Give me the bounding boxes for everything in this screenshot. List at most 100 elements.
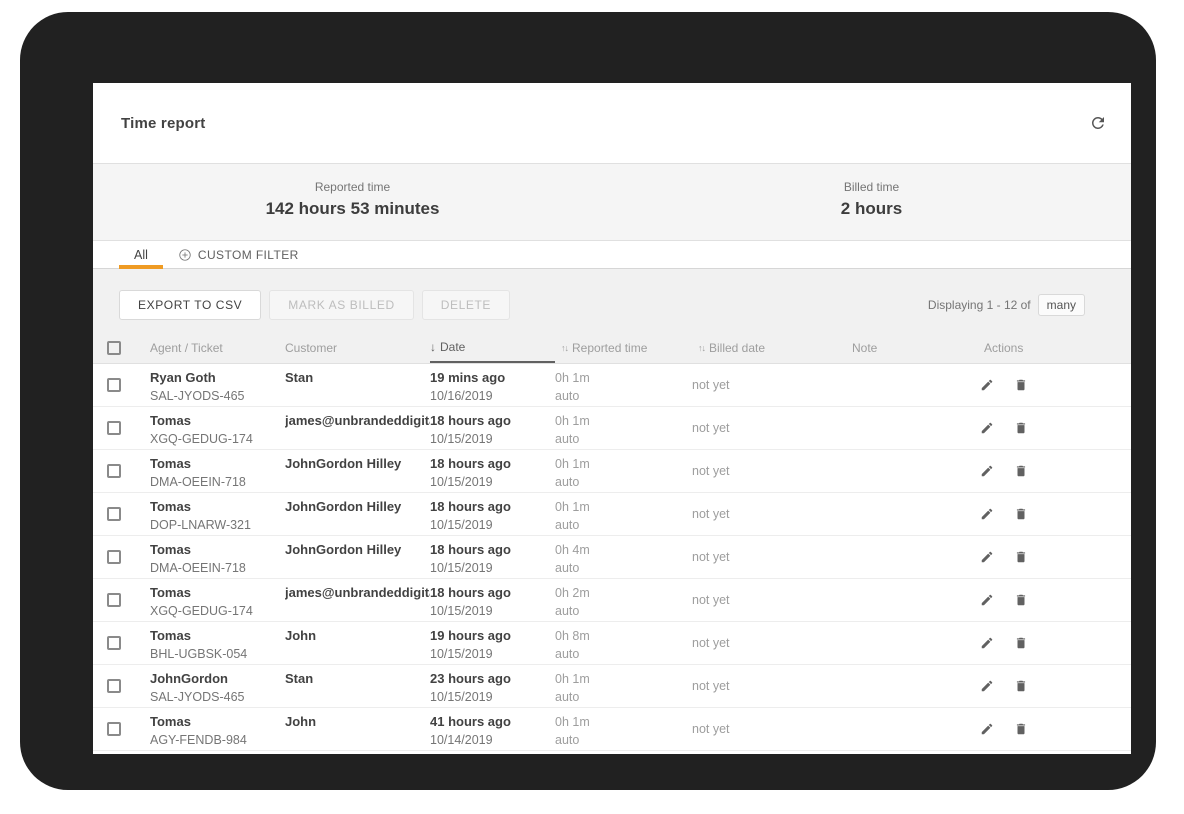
delete-row-button[interactable] xyxy=(1012,419,1030,437)
ticket-code[interactable]: DMA-OEEIN-718 xyxy=(150,475,246,489)
agent-ticket-cell: Tomas XGQ-GEDUG-174 xyxy=(150,579,285,621)
agent-name: Tomas xyxy=(150,714,191,729)
tab-all[interactable]: All xyxy=(119,241,163,269)
reported-mode: auto xyxy=(555,561,580,575)
ticket-code[interactable]: SAL-JYODS-465 xyxy=(150,389,245,403)
delete-row-button[interactable] xyxy=(1012,634,1030,652)
row-checkbox[interactable] xyxy=(107,679,121,693)
billed-date-cell: not yet xyxy=(692,579,846,621)
trash-icon xyxy=(1014,636,1028,650)
tab-custom-filter-label: CUSTOM FILTER xyxy=(197,247,299,262)
trash-icon xyxy=(1014,378,1028,392)
summary-band: Reported time 142 hours 53 minutes Bille… xyxy=(93,164,1131,241)
reported-mode: auto xyxy=(555,432,580,446)
ticket-code[interactable]: DMA-OEEIN-718 xyxy=(150,561,246,575)
mark-as-billed-button[interactable]: MARK AS BILLED xyxy=(269,290,414,320)
delete-row-button[interactable] xyxy=(1012,505,1030,523)
ticket-code[interactable]: XGQ-GEDUG-174 xyxy=(150,432,253,446)
time-report-window: Time report Reported time 142 hours 53 m… xyxy=(93,83,1131,754)
delete-button[interactable]: DELETE xyxy=(421,290,511,320)
row-checkbox[interactable] xyxy=(107,722,121,736)
reported-duration: 0h 4m xyxy=(555,543,590,557)
edit-button[interactable] xyxy=(978,591,996,609)
reported-time-cell: 0h 1m auto xyxy=(555,450,692,492)
date-cell: 18 hours ago 10/15/2019 xyxy=(430,579,555,621)
edit-button[interactable] xyxy=(978,505,996,523)
column-header-reported-time[interactable]: ↑↓ Reported time xyxy=(561,332,698,363)
column-header-note: Note xyxy=(852,332,984,363)
edit-button[interactable] xyxy=(978,677,996,695)
trash-icon xyxy=(1014,550,1028,564)
agent-name: Tomas xyxy=(150,628,191,643)
agent-name: Tomas xyxy=(150,456,191,471)
agent-ticket-cell: JohnGordon SAL-JYODS-465 xyxy=(150,665,285,707)
agent-ticket-cell: Tomas XGQ-GEDUG-174 xyxy=(150,407,285,449)
ticket-code[interactable]: SAL-JYODS-465 xyxy=(150,690,245,704)
reported-mode: auto xyxy=(555,389,580,403)
export-to-csv-button[interactable]: EXPORT TO CSV xyxy=(119,290,262,320)
ticket-code[interactable]: DOP-LNARW-321 xyxy=(150,518,251,532)
reported-mode: auto xyxy=(555,475,580,489)
agent-ticket-header-label: Agent / Ticket xyxy=(150,340,223,355)
pencil-icon xyxy=(980,679,994,693)
edit-button[interactable] xyxy=(978,462,996,480)
edit-button[interactable] xyxy=(978,720,996,738)
actions-cell xyxy=(978,708,1131,750)
agent-ticket-cell: Tomas DMA-OEEIN-718 xyxy=(150,536,285,578)
delete-row-button[interactable] xyxy=(1012,720,1030,738)
refresh-button[interactable] xyxy=(1086,111,1110,135)
date-absolute: 10/15/2019 xyxy=(430,690,493,704)
sort-desc-icon: ↓ xyxy=(430,339,436,354)
delete-row-button[interactable] xyxy=(1012,548,1030,566)
pencil-icon xyxy=(980,550,994,564)
edit-button[interactable] xyxy=(978,548,996,566)
delete-row-button[interactable] xyxy=(1012,462,1030,480)
trash-icon xyxy=(1014,679,1028,693)
pencil-icon xyxy=(980,507,994,521)
customer-cell: james@unbrandeddigita xyxy=(285,407,430,449)
edit-button[interactable] xyxy=(978,634,996,652)
delete-row-button[interactable] xyxy=(1012,376,1030,394)
total-count-chip[interactable]: many xyxy=(1037,294,1085,316)
customer-cell: JohnGordon Hilley xyxy=(285,536,430,578)
row-checkbox[interactable] xyxy=(107,421,121,435)
row-checkbox[interactable] xyxy=(107,636,121,650)
row-checkbox[interactable] xyxy=(107,464,121,478)
row-checkbox[interactable] xyxy=(107,550,121,564)
tab-custom-filter[interactable]: CUSTOM FILTER xyxy=(163,241,314,268)
ticket-code[interactable]: AGY-FENDB-984 xyxy=(150,733,247,747)
actions-cell xyxy=(978,622,1131,664)
customer-cell: John xyxy=(285,708,430,750)
agent-name: JohnGordon xyxy=(150,671,228,686)
edit-button[interactable] xyxy=(978,419,996,437)
actions-cell xyxy=(978,450,1131,492)
column-header-billed-date[interactable]: ↑↓ Billed date xyxy=(698,332,852,363)
billed-status: not yet xyxy=(692,679,730,693)
row-checkbox[interactable] xyxy=(107,593,121,607)
ticket-code[interactable]: BHL-UGBSK-054 xyxy=(150,647,248,661)
reported-mode: auto xyxy=(555,604,580,618)
billed-status: not yet xyxy=(692,636,730,650)
row-checkbox[interactable] xyxy=(107,507,121,521)
ticket-code[interactable]: XGQ-GEDUG-174 xyxy=(150,604,253,618)
select-all-checkbox[interactable] xyxy=(107,340,121,355)
date-relative: 41 hours ago xyxy=(430,714,511,729)
reported-time-cell: 0h 1m auto xyxy=(555,708,692,750)
delete-row-button[interactable] xyxy=(1012,677,1030,695)
delete-row-button[interactable] xyxy=(1012,591,1030,609)
reported-time-cell: 0h 1m auto xyxy=(555,665,692,707)
row-checkbox-cell xyxy=(107,450,150,492)
billed-date-cell: not yet xyxy=(692,708,846,750)
customer-name: John xyxy=(285,714,317,729)
customer-cell: james@unbrandeddigita xyxy=(285,579,430,621)
reported-time-summary: Reported time 142 hours 53 minutes xyxy=(93,164,612,240)
date-cell: 18 hours ago 10/15/2019 xyxy=(430,450,555,492)
column-header-date[interactable]: ↓ Date xyxy=(430,332,555,363)
edit-button[interactable] xyxy=(978,376,996,394)
date-cell: 19 hours ago 10/15/2019 xyxy=(430,622,555,664)
note-cell xyxy=(846,579,978,621)
billed-status: not yet xyxy=(692,722,730,736)
pencil-icon xyxy=(980,421,994,435)
row-checkbox[interactable] xyxy=(107,378,121,392)
billed-status: not yet xyxy=(692,421,730,435)
